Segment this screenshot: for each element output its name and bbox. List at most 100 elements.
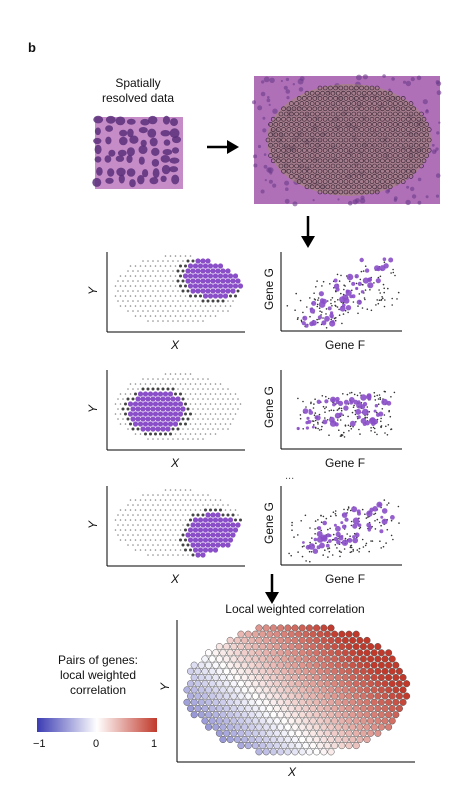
correlation-spot bbox=[291, 649, 299, 657]
correlation-spot bbox=[269, 673, 277, 682]
scatter-point-bg bbox=[314, 398, 316, 400]
legend-title: Pairs of genes: local weighted correlati… bbox=[24, 653, 172, 698]
spot-active bbox=[192, 527, 199, 533]
spot-outline bbox=[354, 179, 359, 184]
correlation-spot bbox=[251, 704, 259, 713]
spot-outline bbox=[395, 168, 401, 174]
spot-active bbox=[132, 401, 139, 407]
spot-outline bbox=[343, 96, 349, 101]
spot-active bbox=[200, 258, 206, 264]
spot-outline bbox=[312, 106, 318, 112]
spot-outline bbox=[382, 122, 388, 127]
spot-outline bbox=[377, 101, 383, 106]
cell-nucleus bbox=[268, 103, 271, 106]
spot-outline bbox=[289, 142, 294, 148]
spot-outline bbox=[356, 174, 362, 179]
ellipsis: ... bbox=[285, 470, 295, 482]
correlation-spot bbox=[201, 717, 209, 725]
spot bbox=[189, 393, 192, 395]
spot-active bbox=[152, 411, 159, 417]
scatter-point-bg bbox=[383, 499, 386, 501]
correlation-spot bbox=[215, 704, 223, 713]
spot bbox=[152, 280, 154, 282]
scatter-point-bg bbox=[328, 550, 331, 553]
spot bbox=[144, 285, 147, 287]
spot-outline bbox=[335, 142, 341, 148]
spot-outline bbox=[369, 148, 375, 153]
correlation-spot bbox=[374, 655, 382, 663]
spot bbox=[134, 549, 137, 551]
spot bbox=[212, 398, 214, 400]
spot bbox=[172, 300, 174, 302]
spot-outline bbox=[338, 148, 344, 153]
correlation-spot bbox=[334, 673, 342, 682]
spot-outline bbox=[369, 96, 375, 101]
spot bbox=[129, 519, 132, 521]
spot-outline bbox=[382, 90, 388, 96]
scatter-point-bg bbox=[331, 554, 334, 556]
scatter-point-bg bbox=[380, 425, 383, 427]
spot-outline bbox=[315, 90, 320, 96]
spot-outline bbox=[307, 116, 312, 122]
correlation-spot bbox=[323, 655, 331, 663]
spot bbox=[197, 388, 199, 390]
scatter-point-bg bbox=[384, 299, 386, 301]
spot-border bbox=[219, 508, 222, 512]
scatter-point-bg bbox=[349, 546, 352, 549]
scatter-point-bg bbox=[391, 297, 393, 300]
spot bbox=[172, 290, 174, 292]
scatter-panel bbox=[280, 252, 402, 332]
spot-active bbox=[212, 517, 219, 523]
spot-border bbox=[136, 427, 140, 431]
spot bbox=[134, 315, 137, 317]
spot-active bbox=[225, 288, 231, 294]
spot bbox=[189, 499, 192, 501]
spot bbox=[177, 300, 179, 302]
correlation-spot bbox=[237, 742, 245, 750]
spot-outline bbox=[390, 179, 396, 184]
spot-outline bbox=[348, 168, 354, 174]
correlation-spot bbox=[284, 624, 292, 632]
spot-outline bbox=[289, 163, 294, 169]
spot bbox=[172, 270, 174, 272]
correlation-spot bbox=[349, 735, 357, 744]
correlation-spot bbox=[331, 643, 339, 651]
spot-outline bbox=[276, 158, 281, 164]
scatter-point-weighted bbox=[335, 531, 341, 537]
correlation-spot bbox=[302, 667, 310, 675]
spot-active bbox=[202, 517, 209, 523]
spot bbox=[184, 489, 187, 491]
correlation-spot bbox=[309, 655, 317, 663]
spot-outline bbox=[374, 189, 380, 195]
spot-outline bbox=[333, 106, 338, 112]
spot bbox=[122, 534, 124, 536]
spot bbox=[134, 275, 137, 277]
correlation-spot bbox=[363, 723, 371, 731]
spot bbox=[167, 514, 169, 516]
scatter-point-weighted bbox=[318, 291, 324, 297]
spot-active bbox=[165, 396, 171, 402]
spot-outline bbox=[304, 163, 310, 169]
spot-outline bbox=[317, 127, 323, 132]
correlation-spot bbox=[212, 711, 220, 719]
spot-outline bbox=[361, 101, 367, 106]
scatter-point-weighted bbox=[322, 520, 327, 526]
cell-nucleus bbox=[283, 85, 288, 90]
scatter-point-bg bbox=[313, 424, 315, 426]
correlation-spot bbox=[237, 704, 245, 713]
cell-nucleus bbox=[436, 90, 442, 96]
spot-border bbox=[184, 538, 187, 542]
spot bbox=[197, 378, 199, 380]
spot-outline bbox=[328, 189, 333, 195]
spot bbox=[199, 423, 202, 425]
scatter-point-bg bbox=[366, 416, 368, 419]
correlation-spot bbox=[273, 643, 281, 651]
spot-outline bbox=[408, 101, 414, 106]
scatter-point-weighted bbox=[333, 523, 337, 527]
spot-active bbox=[195, 552, 201, 558]
spot-outline bbox=[278, 142, 284, 148]
scatter-point-bg bbox=[350, 524, 353, 527]
spot bbox=[144, 529, 147, 531]
cell-nucleus bbox=[96, 167, 103, 176]
spot-outline bbox=[283, 153, 289, 158]
